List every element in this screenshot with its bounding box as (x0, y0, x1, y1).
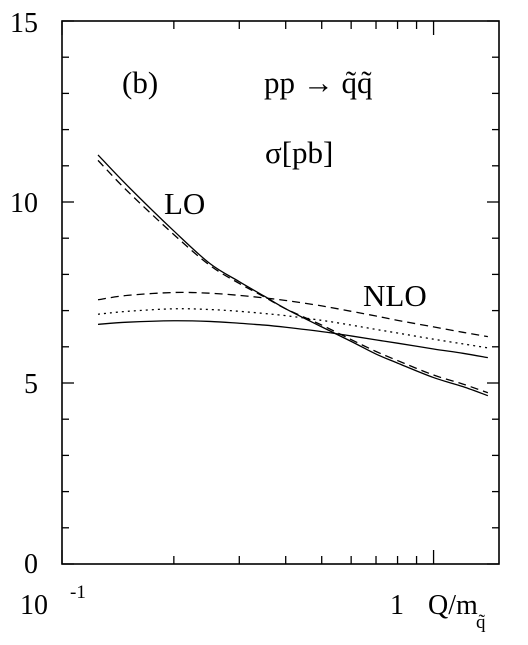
x-axis-label: Q/m (428, 590, 478, 621)
panel-label: (b) (122, 65, 158, 100)
data-curves (98, 155, 488, 396)
axis-ticks (62, 21, 499, 564)
lo-curve-label: LO (164, 186, 205, 221)
quantity-label: σ[pb] (265, 135, 333, 170)
y-tick-label-10: 10 (10, 188, 38, 219)
process-label: pp → q̃q̃ (264, 65, 373, 100)
nlo-dashed-curve (98, 292, 488, 336)
y-tick-label-15: 15 (10, 8, 38, 39)
nlo-curve-label: NLO (363, 278, 427, 313)
y-tick-label-0: 0 (24, 549, 38, 580)
x-tick-label-0.1: 10 (20, 590, 48, 621)
plot-frame (62, 21, 499, 564)
x-tick-label-0.1-exponent: -1 (70, 582, 86, 603)
lo-solid-curve (98, 155, 488, 396)
x-axis-label-subscript: q̃ (476, 612, 486, 633)
annotations: (b) pp → q̃q̃ σ[pb] LO NLO (122, 65, 427, 313)
y-tick-label-5: 5 (24, 369, 38, 400)
nlo-solid-curve (98, 321, 488, 358)
axis-labels: 0 5 10 15 10 -1 1 Q/m q̃ (10, 8, 486, 633)
lo-dashed-curve (98, 160, 488, 392)
x-tick-label-1: 1 (390, 590, 404, 621)
